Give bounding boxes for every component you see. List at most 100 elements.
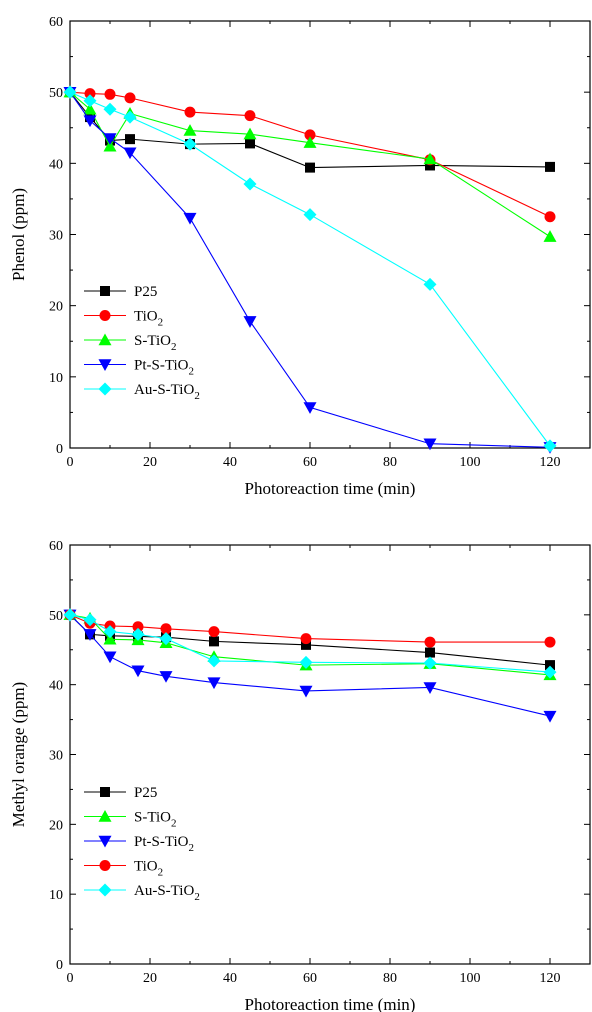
data-point	[208, 626, 220, 638]
legend-marker	[98, 810, 112, 822]
y-tick-label: 50	[49, 86, 63, 101]
legend-label-sub: 2	[194, 390, 200, 402]
legend-marker	[98, 382, 112, 396]
x-tick-label: 80	[383, 971, 397, 986]
series-au-s-tio2	[63, 608, 557, 679]
legend-label: Au-S-TiO2	[134, 382, 200, 402]
data-point	[103, 102, 117, 116]
legend-marker	[98, 883, 112, 897]
legend-label: TiO2	[134, 309, 163, 329]
data-point	[207, 654, 221, 668]
legend-label-main: Au-S-TiO	[134, 382, 194, 398]
data-point	[543, 439, 557, 453]
x-tick-label: 120	[540, 971, 561, 986]
data-point	[243, 316, 257, 328]
data-point	[544, 636, 556, 648]
legend-marker	[98, 835, 112, 848]
data-point	[103, 139, 117, 152]
y-tick-label: 50	[49, 609, 63, 624]
legend-label: TiO2	[134, 859, 163, 879]
x-axis-title: Photoreaction time (min)	[245, 995, 416, 1012]
legend-label-main: P25	[134, 284, 157, 300]
y-tick-label: 0	[56, 958, 63, 973]
y-tick-label: 60	[49, 15, 63, 30]
data-point	[545, 660, 555, 671]
data-point	[301, 639, 311, 650]
legend-label-sub: 2	[171, 818, 177, 830]
data-point	[124, 92, 136, 104]
x-tick-label: 0	[67, 455, 74, 470]
data-point	[104, 88, 116, 100]
data-point	[131, 665, 145, 678]
x-tick-label: 80	[383, 455, 397, 470]
data-point	[423, 152, 437, 165]
legend-marker	[100, 787, 110, 797]
y-axis: 0 10 20 30 40 50 60	[49, 539, 590, 973]
data-point	[84, 88, 96, 100]
series-tio2	[64, 86, 556, 223]
x-tick-label: 100	[460, 455, 481, 470]
y-tick-label: 10	[49, 371, 63, 386]
data-point	[299, 655, 313, 669]
data-point	[160, 623, 172, 635]
data-point	[300, 633, 312, 645]
legend-marker	[99, 310, 111, 321]
legend-label-sub: 2	[158, 867, 164, 879]
data-point	[543, 665, 557, 679]
data-point	[132, 621, 144, 633]
data-point	[303, 136, 317, 148]
y-tick-label: 40	[49, 157, 63, 172]
legend-label: Au-S-TiO2	[134, 883, 200, 903]
legend-label: Pt-S-TiO2	[134, 834, 194, 854]
y-tick-label: 30	[49, 749, 63, 764]
legend-marker	[98, 333, 112, 346]
y-tick-label: 60	[49, 539, 63, 554]
data-point	[125, 134, 135, 145]
data-point	[243, 127, 257, 140]
data-point	[131, 627, 145, 641]
data-point	[303, 208, 317, 222]
legend-label-main: TiO	[134, 309, 158, 325]
data-point	[83, 94, 97, 108]
data-point	[244, 110, 256, 122]
data-point	[184, 106, 196, 118]
legend-marker	[100, 286, 110, 296]
x-tick-label: 100	[460, 971, 481, 986]
data-point	[425, 647, 435, 658]
x-axis: 0 20 40 60 80 100 120	[67, 21, 591, 470]
x-tick-label: 60	[303, 455, 317, 470]
x-tick-label: 20	[143, 455, 157, 470]
series-s-tio2	[63, 85, 557, 242]
y-axis-title: Phenol (ppm)	[9, 188, 28, 281]
legend-label: S-TiO2	[134, 810, 176, 830]
data-point	[83, 102, 97, 115]
x-tick-label: 120	[540, 455, 561, 470]
data-point	[423, 277, 437, 291]
data-point	[544, 211, 556, 223]
data-point	[304, 129, 316, 141]
data-point	[83, 613, 97, 627]
data-point	[299, 685, 313, 698]
data-point	[123, 110, 137, 124]
x-tick-label: 40	[223, 455, 237, 470]
y-tick-label: 30	[49, 229, 63, 244]
data-point	[305, 162, 315, 173]
y-tick-label: 10	[49, 888, 63, 903]
legend-label-sub: 2	[188, 842, 194, 854]
data-point	[245, 138, 255, 149]
legend-label-sub: 2	[188, 366, 194, 378]
series-au-s-tio2	[63, 85, 557, 453]
y-axis: 0 10 20 30 40 50 60	[49, 15, 590, 457]
plot-frame	[69, 544, 591, 965]
phenol-chart: 0 20 40 60 80 100 120 0 10 20 30 40 50 60 Photoreactio…	[9, 15, 591, 498]
data-point	[123, 147, 137, 160]
data-point	[183, 137, 197, 151]
legend-label: P25	[134, 284, 157, 300]
data-point	[303, 402, 317, 414]
data-point	[207, 677, 221, 690]
data-point	[103, 625, 117, 639]
data-point	[63, 85, 77, 99]
legend-label-sub: 2	[158, 317, 164, 329]
